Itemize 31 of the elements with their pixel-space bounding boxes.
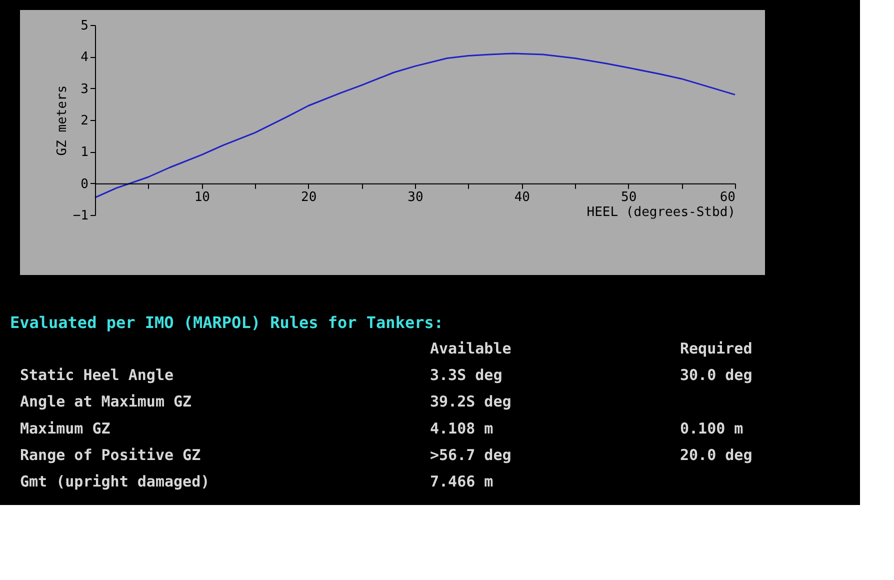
y-tick-label: 0 [80,176,88,192]
data-label: 7.466 m [430,472,494,491]
text: Evaluated per IMO (MARPOL) Rules for Tankers: [10,313,444,332]
x-tick-label: 60 [720,190,736,205]
y-tick-label: 1 [80,145,88,160]
data-label: 39.2S deg [430,392,512,411]
data-label: 3.3S deg [430,366,502,384]
category-label: Static Heel Angle [20,366,174,384]
data-label: 20.0 deg [680,446,752,464]
y-tick-label: 4 [80,50,89,66]
legend-label: Available [430,339,512,358]
category-label: Gmt (upright damaged) [20,472,210,491]
x-axis-title: HEEL (degrees-Stbd) [586,204,736,220]
x-tick-label: 40 [514,190,530,205]
x-tick-label: 10 [194,190,210,205]
x-tick-label: 50 [621,190,637,205]
y-axis-title: GZ meters [54,85,70,156]
x-tick-label: 30 [408,190,424,205]
data-label: 30.0 deg [680,366,752,384]
x-tick-label: 20 [301,190,317,205]
legend-label: Required [680,339,752,358]
data-label: 4.108 m [430,419,494,438]
category-label: Range of Positive GZ [20,446,201,464]
y-tick-label: −1 [72,208,88,224]
y-tick-label: 2 [80,114,88,128]
category-label: Maximum GZ [20,419,110,438]
data-label: 0.100 m [680,419,744,438]
category-label: Angle at Maximum GZ [20,392,192,411]
y-tick-label: 3 [80,82,88,97]
data-label: >56.7 deg [430,446,512,464]
y-tick-label: 5 [80,18,88,34]
